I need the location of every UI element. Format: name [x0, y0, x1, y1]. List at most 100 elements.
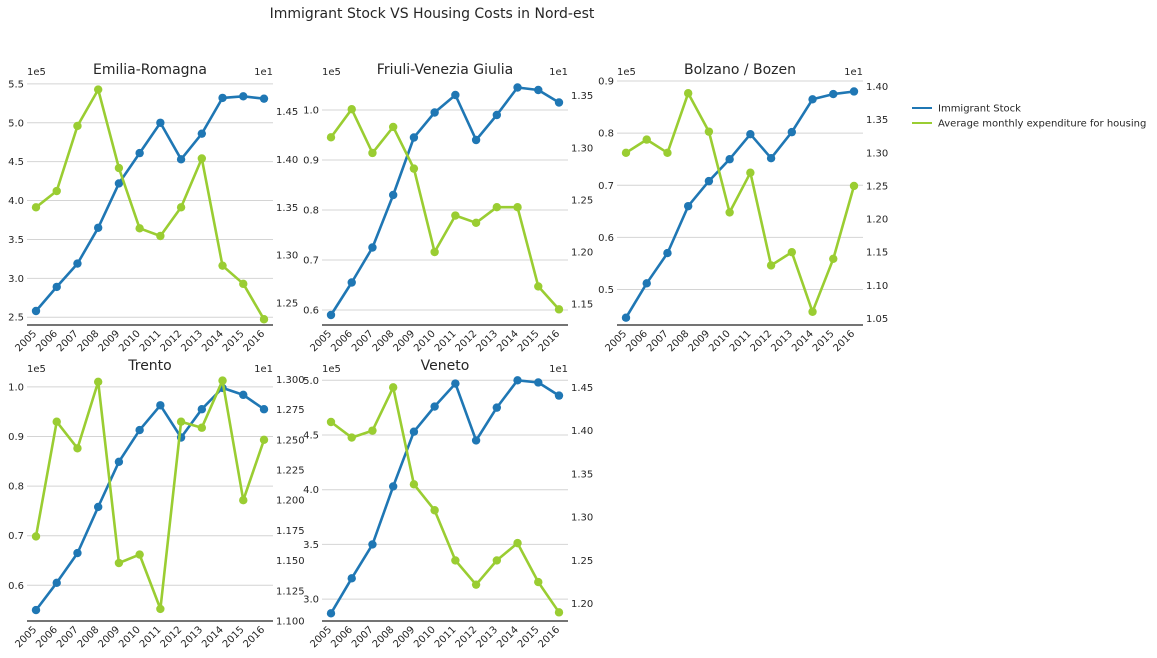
right-tick-label: 1.45	[571, 383, 593, 394]
x-tick-label: 2010	[117, 625, 143, 651]
x-tick-label: 2005	[309, 329, 335, 355]
x-tick-label: 2016	[242, 625, 268, 651]
left-tick-label: 4.0	[303, 485, 319, 496]
subplot-5: 3.03.54.04.55.01.201.251.301.351.401.451…	[303, 358, 593, 650]
series-line-immigrant-stock	[329, 378, 560, 614]
data-point-housing	[176, 203, 186, 212]
data-point-immigrant-stock	[368, 540, 377, 549]
data-point-housing	[725, 208, 734, 217]
data-point-housing	[239, 279, 248, 289]
legend-label-housing: Average monthly expenditure for housing	[938, 119, 1146, 130]
data-point-immigrant-stock	[513, 83, 522, 92]
x-tick-label: 2013	[179, 625, 205, 651]
data-point-immigrant-stock	[471, 436, 481, 445]
data-point-immigrant-stock	[176, 155, 186, 164]
x-tick-label: 2015	[516, 625, 542, 651]
x-tick-label: 2009	[686, 329, 712, 355]
data-point-housing	[197, 154, 207, 163]
left-tick-label: 0.7	[598, 181, 614, 192]
x-tick-label: 2013	[474, 625, 500, 651]
data-point-immigrant-stock	[787, 127, 797, 137]
data-point-housing	[388, 122, 398, 132]
left-tick-label: 0.6	[598, 233, 614, 244]
data-point-housing	[534, 577, 543, 587]
x-tick-label: 2009	[96, 329, 122, 355]
left-tick-label: 0.6	[303, 306, 319, 317]
left-tick-label: 0.8	[303, 206, 319, 217]
right-tick-label: 1.35	[571, 91, 593, 102]
x-tick-label: 2012	[159, 625, 185, 651]
series-line-housing	[34, 379, 266, 611]
x-tick-label: 2009	[391, 329, 417, 355]
data-point-immigrant-stock	[430, 108, 439, 117]
data-point-immigrant-stock	[239, 390, 248, 400]
right-tick-label: 1.40	[571, 426, 593, 437]
right-tick-label: 1.30	[866, 148, 888, 159]
x-tick-label: 2006	[34, 625, 60, 651]
data-point-immigrant-stock	[93, 223, 103, 232]
x-tick-label: 2007	[55, 625, 81, 651]
x-tick-label: 2009	[391, 625, 417, 651]
data-point-immigrant-stock	[388, 482, 398, 491]
right-axis-offset-label: 1e1	[844, 67, 863, 78]
left-tick-label: 4.0	[8, 196, 24, 207]
data-point-housing	[156, 231, 165, 241]
x-tick-label: 2015	[811, 329, 837, 355]
data-point-immigrant-stock	[218, 93, 227, 103]
data-point-housing	[368, 426, 377, 435]
data-point-immigrant-stock	[197, 129, 207, 138]
right-tick-label: 1.30	[276, 251, 298, 262]
series-line-housing	[329, 107, 560, 311]
x-tick-label: 2005	[14, 625, 40, 651]
x-tick-label: 2010	[707, 329, 733, 355]
data-point-immigrant-stock	[259, 94, 269, 103]
data-point-housing	[52, 417, 61, 426]
data-point-immigrant-stock	[388, 190, 398, 200]
data-point-immigrant-stock	[451, 90, 460, 100]
data-point-housing	[513, 538, 522, 548]
data-point-immigrant-stock	[451, 379, 460, 388]
figure-title: Immigrant Stock VS Housing Costs in Nord…	[270, 6, 595, 22]
data-point-housing	[492, 556, 502, 565]
subplot-title: Trento	[127, 358, 171, 374]
x-tick-label: 2012	[159, 329, 185, 355]
data-point-housing	[621, 148, 631, 158]
data-point-immigrant-stock	[409, 427, 419, 436]
data-point-housing	[849, 181, 859, 191]
data-point-immigrant-stock	[663, 248, 672, 258]
right-axis-offset-label: 1e1	[549, 67, 568, 78]
x-tick-label: 2014	[200, 329, 226, 355]
x-tick-label: 2011	[728, 329, 754, 355]
data-point-immigrant-stock	[368, 243, 377, 252]
data-point-housing	[114, 558, 124, 568]
data-point-housing	[513, 202, 522, 212]
data-point-housing	[347, 104, 356, 114]
right-tick-label: 1.25	[571, 195, 593, 206]
data-point-immigrant-stock	[766, 153, 776, 163]
data-point-housing	[683, 89, 693, 98]
x-tick-label: 2008	[371, 625, 397, 651]
right-tick-label: 1.25	[866, 181, 888, 192]
left-tick-label: 2.5	[8, 313, 24, 324]
data-point-housing	[534, 282, 543, 291]
data-point-immigrant-stock	[430, 402, 439, 411]
left-tick-label: 0.8	[8, 482, 24, 493]
data-point-housing	[73, 444, 82, 453]
data-point-immigrant-stock	[409, 133, 419, 142]
data-point-immigrant-stock	[725, 155, 734, 164]
data-point-housing	[409, 480, 419, 489]
data-point-housing	[746, 168, 755, 177]
series-line-housing	[330, 386, 561, 614]
data-point-immigrant-stock	[259, 405, 269, 414]
left-tick-label: 1.0	[303, 106, 319, 117]
data-point-housing	[197, 423, 207, 432]
left-tick-label: 0.9	[8, 432, 24, 443]
data-point-immigrant-stock	[326, 310, 336, 320]
data-point-immigrant-stock	[326, 609, 336, 618]
left-tick-label: 0.6	[8, 581, 24, 592]
series-line-immigrant-stock	[329, 86, 560, 316]
right-tick-label: 1.275	[276, 405, 305, 416]
x-tick-label: 2010	[117, 329, 143, 355]
data-point-immigrant-stock	[114, 457, 124, 467]
data-point-immigrant-stock	[73, 548, 82, 558]
